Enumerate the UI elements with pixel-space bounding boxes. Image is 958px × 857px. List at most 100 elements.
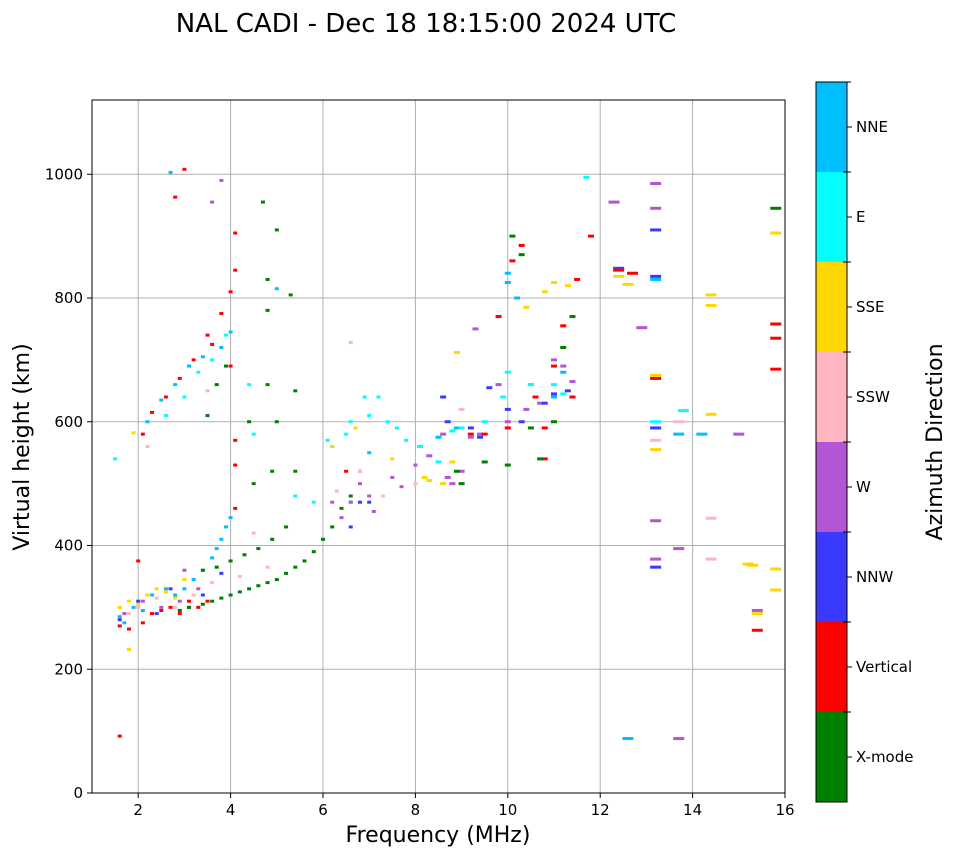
data-point xyxy=(284,525,289,529)
data-point xyxy=(486,386,493,390)
data-point xyxy=(274,578,279,582)
data-point xyxy=(228,516,233,520)
data-point xyxy=(523,407,530,411)
data-point xyxy=(467,432,474,436)
data-point xyxy=(233,438,238,442)
data-point xyxy=(293,389,298,393)
colorbar-tick-label: SSE xyxy=(856,298,885,316)
data-point xyxy=(210,581,215,585)
data-point xyxy=(339,506,344,510)
colorbar-segment xyxy=(816,82,847,172)
x-tick-label: 14 xyxy=(683,801,702,819)
data-point xyxy=(210,599,215,603)
data-point xyxy=(705,557,717,561)
data-point xyxy=(173,195,178,199)
data-point xyxy=(145,593,150,597)
data-point xyxy=(770,231,782,235)
data-point xyxy=(541,457,548,461)
data-point xyxy=(560,324,567,328)
data-point xyxy=(117,605,122,609)
data-point xyxy=(560,346,567,349)
data-point xyxy=(122,621,127,625)
x-axis-ticks: 2 4 6 8 10 12 14 16 xyxy=(133,793,795,819)
data-point xyxy=(214,547,219,551)
data-point xyxy=(449,482,456,486)
data-point xyxy=(233,268,238,272)
colorbar-label: Azimuth Direction xyxy=(923,343,948,540)
data-point xyxy=(247,383,252,387)
colorbar-tick-label: SSW xyxy=(856,388,890,406)
colorbar-segment xyxy=(816,442,847,532)
data-point xyxy=(205,389,210,393)
series-sse xyxy=(117,231,782,651)
data-point xyxy=(504,426,511,430)
data-point xyxy=(537,401,544,405)
data-point xyxy=(265,383,270,387)
data-point xyxy=(650,277,662,281)
data-point xyxy=(223,333,228,337)
data-point xyxy=(219,346,224,349)
data-point xyxy=(233,506,238,510)
data-point xyxy=(288,293,293,297)
x-axis-label: Frequency (MHz) xyxy=(346,823,531,848)
data-point xyxy=(339,516,344,520)
data-point xyxy=(650,182,662,186)
data-point xyxy=(233,231,238,235)
colorbar-tick-label: Vertical xyxy=(856,658,912,676)
data-point xyxy=(200,602,205,606)
data-point xyxy=(551,395,557,399)
data-point xyxy=(747,563,759,567)
data-point xyxy=(353,426,358,430)
data-point xyxy=(390,475,395,479)
data-point xyxy=(532,395,539,399)
x-tick-label: 6 xyxy=(318,801,328,819)
data-point xyxy=(210,200,215,204)
data-point xyxy=(770,367,782,371)
data-point xyxy=(126,627,131,631)
data-point xyxy=(131,431,136,435)
data-point xyxy=(191,578,196,582)
data-point xyxy=(504,271,511,275)
data-point xyxy=(187,605,192,609)
data-point xyxy=(228,364,233,368)
data-point xyxy=(237,574,242,578)
data-point xyxy=(293,469,298,473)
data-point xyxy=(385,420,390,424)
data-point xyxy=(122,612,127,616)
data-point xyxy=(163,590,168,594)
colorbar-tick-label: W xyxy=(856,478,871,496)
data-point xyxy=(541,401,548,405)
data-point xyxy=(650,206,662,210)
data-point xyxy=(228,593,233,597)
data-point xyxy=(495,383,502,387)
data-point xyxy=(237,590,242,594)
data-point xyxy=(650,448,662,452)
data-point xyxy=(187,599,192,603)
data-point xyxy=(650,274,662,278)
data-point xyxy=(344,432,349,436)
data-point xyxy=(367,414,372,418)
data-point xyxy=(196,605,201,609)
data-point xyxy=(569,380,576,384)
data-point xyxy=(613,268,625,272)
data-point xyxy=(551,383,557,387)
series-x-mode xyxy=(177,200,782,612)
data-point xyxy=(348,525,353,529)
data-point xyxy=(770,206,782,210)
data-point xyxy=(196,370,201,374)
x-tick-label: 2 xyxy=(133,801,143,819)
data-point xyxy=(440,432,447,436)
data-point xyxy=(421,475,428,479)
data-point xyxy=(177,599,182,603)
data-point xyxy=(330,525,335,529)
data-point xyxy=(163,587,168,591)
data-point xyxy=(168,605,173,609)
data-point xyxy=(399,485,404,489)
data-point xyxy=(214,565,219,569)
data-point xyxy=(518,243,525,247)
colorbar-tick-label: X-mode xyxy=(856,748,913,766)
data-point xyxy=(145,445,150,448)
data-point xyxy=(251,482,256,486)
data-point xyxy=(622,282,634,286)
